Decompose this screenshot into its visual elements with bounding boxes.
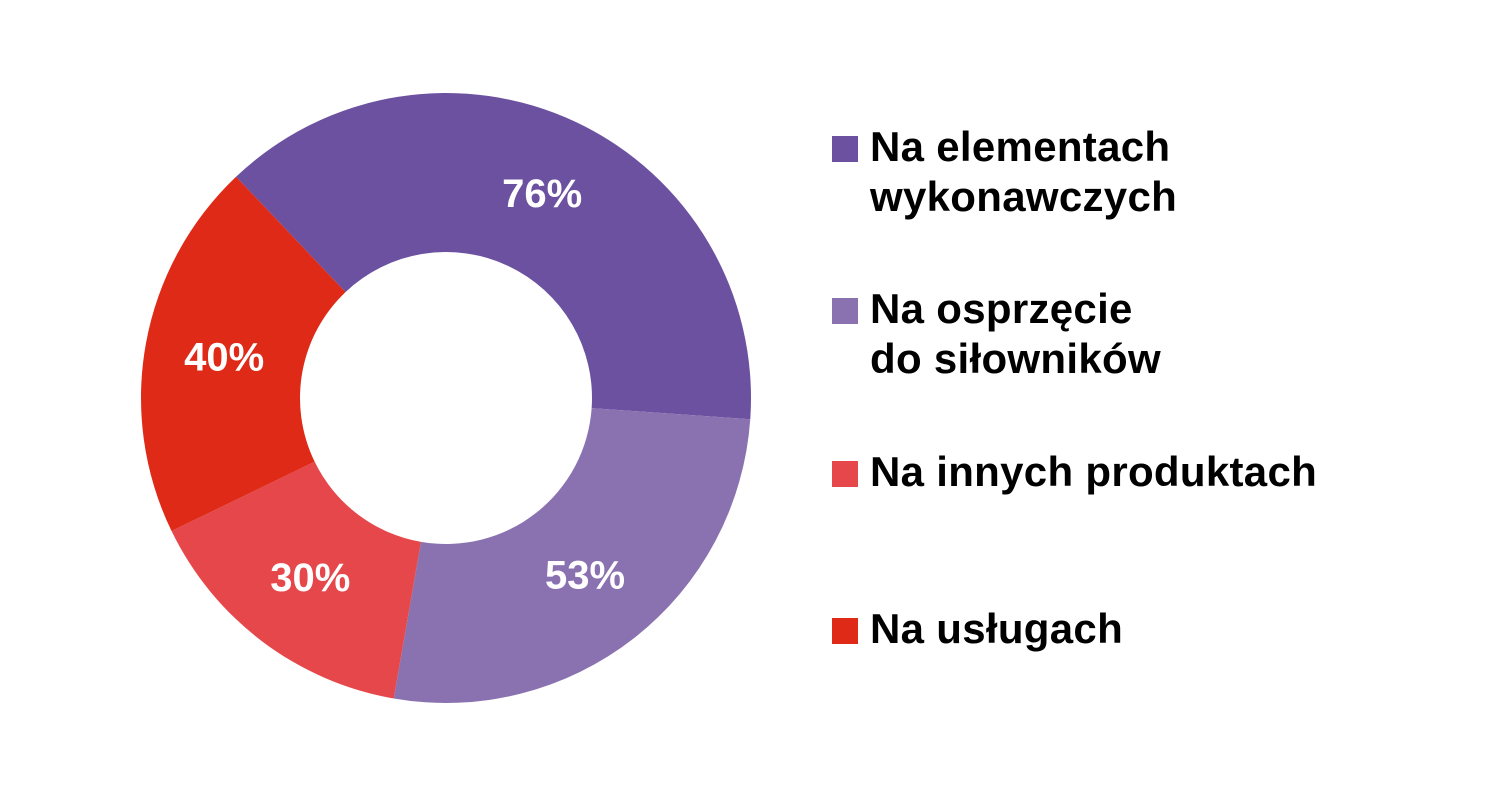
slice-value-label: 30% xyxy=(270,556,350,600)
slice-value-label: 40% xyxy=(184,336,264,380)
legend-label: Na osprzęcie do siłowników xyxy=(870,285,1161,382)
legend-label: Na elementach wykonawczych xyxy=(870,123,1178,220)
legend-swatch xyxy=(832,298,858,324)
donut-slice xyxy=(171,461,421,699)
donut-slice xyxy=(393,408,751,703)
legend-swatch xyxy=(832,461,858,487)
slices-group xyxy=(140,93,751,703)
donut-slice xyxy=(140,176,346,532)
legend-swatch xyxy=(832,136,858,162)
donut-slice xyxy=(236,93,751,420)
legend-label: Na innych produktach xyxy=(870,448,1318,495)
legend-swatch xyxy=(832,618,858,644)
slice-value-label: 53% xyxy=(545,554,625,598)
donut-svg: 76% 53% 30% 40% xyxy=(140,93,751,703)
legend-label: Na usługach xyxy=(870,605,1124,652)
slice-value-label: 76% xyxy=(502,172,582,216)
slice-labels-group: 76% 53% 30% 40% xyxy=(184,172,625,600)
